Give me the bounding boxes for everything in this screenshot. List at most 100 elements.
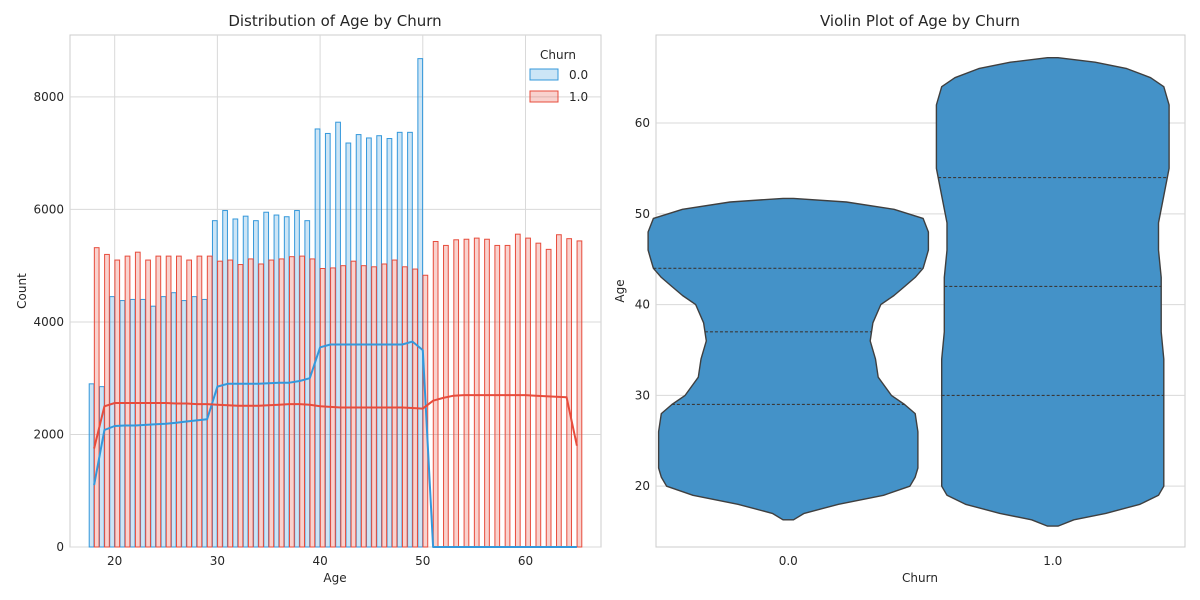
violin-y-tick-label: 30 [635,388,650,402]
violin-shapes [647,57,1170,527]
histogram-bar [227,259,234,548]
histogram-bar [566,238,573,548]
histogram-bar [247,258,254,548]
histogram-bar [335,121,341,548]
histogram-bar [93,247,100,548]
histogram-bar [109,296,115,548]
histogram-bar [417,58,424,548]
histogram-x-tick-label: 60 [518,554,533,568]
histogram-bar [299,255,305,548]
histogram-y-tick-label: 4000 [33,315,64,329]
histogram-legend: Churn 0.0 1.0 [529,48,588,104]
histogram-y-tick-label: 0 [56,540,64,554]
histogram-bar [366,137,372,548]
legend-title: Churn [540,48,576,62]
violin-tick-labels: 20 30 40 50 60 0.0 1.0 [635,116,1063,568]
histogram-bar [294,210,300,548]
histogram-bar [324,132,331,548]
histogram-bar [494,244,501,548]
histogram-bar [432,240,439,548]
histogram-bar [340,265,347,548]
histogram-bar [170,292,177,548]
histogram-bar [104,253,110,548]
histogram-bar [319,267,326,548]
histogram-bar [124,255,131,548]
histogram-bar [222,210,228,548]
legend-label-1: 1.0 [569,90,588,104]
histogram-bar [473,237,480,548]
histogram-x-tick-label: 50 [415,554,430,568]
histogram-bar [134,251,141,548]
histogram-bar [355,134,362,548]
histogram-bar [304,220,311,548]
histogram-bar [176,255,182,548]
histogram-bar [140,298,146,548]
histogram-bar [165,255,172,548]
histogram-bar [407,131,413,548]
histogram-bar [206,255,213,548]
histogram-bar [288,256,295,548]
histogram-bar [150,305,157,548]
violin-y-tick-label: 20 [635,479,650,493]
histogram-y-axis-label: Count [15,273,29,309]
histogram-y-tick-label: 2000 [33,427,64,441]
histogram-panel: 20 30 40 50 60 0 2000 4000 6000 8000 Distribution… [15,12,602,585]
histogram-bar [129,298,136,548]
histogram-bar [360,265,367,548]
histogram-bar [211,220,218,548]
histogram-kde-lines [93,340,578,548]
violin-y-axis-label: Age [613,279,627,302]
histogram-tick-labels: 20 30 40 50 60 0 2000 4000 6000 8000 [33,90,533,568]
violin-x-axis-label: Churn [902,571,938,585]
histogram-x-tick-label: 30 [210,554,225,568]
violin-body-0 [647,197,930,521]
violin-title: Violin Plot of Age by Churn [820,12,1020,30]
violin-y-tick-label: 60 [635,116,650,130]
kde-line-0 [93,340,577,548]
histogram-bar [350,260,357,548]
histogram-bar [386,138,393,548]
histogram-x-tick-label: 20 [107,554,122,568]
histogram-title: Distribution of Age by Churn [228,12,441,30]
histogram-bar [155,255,162,548]
histogram-x-tick-label: 40 [312,554,327,568]
histogram-y-tick-label: 8000 [33,90,64,104]
histogram-bar [484,238,490,548]
histogram-y-tick-label: 6000 [33,202,64,216]
histogram-bar [525,237,531,548]
histogram-bar [376,135,383,548]
histogram-bar [88,383,95,548]
violin-y-tick-label: 50 [635,207,650,221]
violin-panel: 20 30 40 50 60 0.0 1.0 Violin Plot of Age by C… [613,12,1186,585]
histogram-bar [196,255,203,548]
violin-x-tick-label: 1.0 [1043,554,1062,568]
legend-swatch-0 [529,68,559,81]
histogram-bar [309,258,316,548]
histogram-bar [273,214,280,548]
histogram-bar [160,296,167,548]
histogram-bar [576,240,583,548]
histogram-bar [463,238,470,548]
histogram-bar [268,259,275,548]
histogram-bar [396,131,403,548]
histogram-bar [314,128,321,548]
histogram-bar [242,215,249,548]
histogram-bar [181,300,187,548]
histogram-bar [391,259,398,548]
histogram-bar [381,263,388,548]
histogram-bar [545,248,552,548]
histogram-bar [504,244,511,548]
violin-body-1 [935,57,1170,527]
violin-x-tick-label: 0.0 [779,554,798,568]
histogram-x-axis-label: Age [323,571,346,585]
violin-y-tick-label: 40 [635,298,650,312]
histogram-bar [514,233,521,548]
histogram-bar [119,300,126,548]
histogram-bar [556,234,562,548]
histogram-bar [263,211,270,548]
histogram-bar [201,298,208,548]
kde-line-1 [93,394,578,449]
histogram-bar [278,258,285,548]
legend-swatch-1 [529,90,559,103]
